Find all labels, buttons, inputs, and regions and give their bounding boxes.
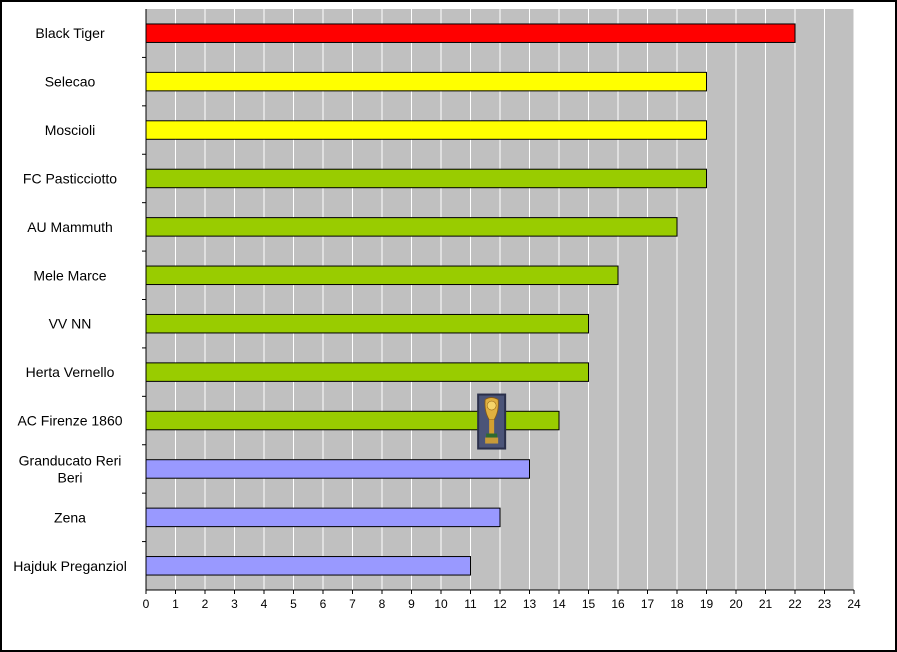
x-tick-label: 18 bbox=[670, 597, 684, 611]
bar-mele-marce bbox=[145, 265, 619, 286]
x-tick-label: 15 bbox=[582, 597, 596, 611]
bar-granducato-reri-beri bbox=[145, 459, 530, 479]
x-tick-label: 13 bbox=[523, 597, 537, 611]
x-tick-label: 8 bbox=[379, 597, 386, 611]
category-label: Granducato Reri Beri bbox=[19, 452, 122, 485]
annotations bbox=[477, 393, 507, 450]
x-tick-label: 22 bbox=[788, 597, 802, 611]
x-tick-label: 10 bbox=[434, 597, 448, 611]
x-tick-labels: 0 1 2 3 4 5 6 7 8 9 10 11 12 13 14 15 16 17 18 19 20 21 22 23 24 bbox=[143, 597, 861, 611]
x-tick-label: 17 bbox=[641, 597, 655, 611]
category-labels: Black Tiger Selecao Moscioli FC Pasticciott… bbox=[13, 25, 127, 574]
bar-black-tiger bbox=[145, 23, 796, 43]
category-label-line: Black Tiger bbox=[35, 25, 105, 41]
category-label-line: AU Mammuth bbox=[27, 219, 113, 235]
x-tick-label: 2 bbox=[202, 597, 209, 611]
category-label: Moscioli bbox=[45, 122, 96, 138]
bar-au-mammuth bbox=[145, 217, 678, 237]
axes bbox=[142, 9, 855, 594]
category-label: Selecao bbox=[45, 74, 96, 90]
bar-herta-vernello bbox=[145, 362, 589, 382]
category-label-line: Herta Vernello bbox=[26, 364, 115, 380]
bar-fc-pasticciotto bbox=[145, 168, 707, 189]
category-label-line: AC Firenze 1860 bbox=[17, 413, 122, 429]
category-label-line: Granducato Reri bbox=[19, 452, 122, 468]
x-tick-label: 12 bbox=[493, 597, 507, 611]
x-tick-label: 6 bbox=[320, 597, 327, 611]
x-tick-label: 19 bbox=[700, 597, 714, 611]
x-tick-label: 16 bbox=[611, 597, 625, 611]
category-label-line: Mele Marce bbox=[33, 267, 106, 283]
bar-moscioli bbox=[145, 120, 707, 140]
bar-vv-nn bbox=[145, 313, 589, 334]
category-label-line: FC Pasticciotto bbox=[23, 170, 117, 186]
gridlines bbox=[175, 9, 855, 590]
category-label-line: Selecao bbox=[45, 74, 96, 90]
category-label: AU Mammuth bbox=[27, 219, 113, 235]
category-label-line: Beri bbox=[58, 469, 83, 485]
category-label: Black Tiger bbox=[35, 25, 105, 41]
x-tick-label: 11 bbox=[464, 597, 477, 611]
category-label: AC Firenze 1860 bbox=[17, 413, 122, 429]
bar-selecao bbox=[145, 71, 707, 92]
category-label-line: VV NN bbox=[49, 316, 92, 332]
x-tick-label: 5 bbox=[290, 597, 297, 611]
bar-hajduk-preganziol bbox=[145, 556, 471, 576]
x-tick-label: 24 bbox=[847, 597, 861, 611]
category-label: Herta Vernello bbox=[26, 364, 115, 380]
x-tick-label: 9 bbox=[408, 597, 415, 611]
x-tick-label: 14 bbox=[552, 597, 566, 611]
category-label: Hajduk Preganziol bbox=[13, 558, 127, 574]
x-tick-label: 1 bbox=[172, 597, 179, 611]
x-tick-label: 4 bbox=[261, 597, 268, 611]
category-label: Zena bbox=[54, 509, 86, 525]
bar-zena bbox=[145, 507, 501, 528]
x-tick-label: 7 bbox=[349, 597, 356, 611]
trophy-icon bbox=[477, 393, 507, 450]
x-tick-label: 0 bbox=[143, 597, 150, 611]
category-label: FC Pasticciotto bbox=[23, 170, 117, 186]
category-label: VV NN bbox=[49, 316, 92, 332]
category-label-line: Moscioli bbox=[45, 122, 96, 138]
x-tick-label: 20 bbox=[729, 597, 743, 611]
x-tick-label: 3 bbox=[231, 597, 238, 611]
x-tick-label: 23 bbox=[818, 597, 832, 611]
category-label-line: Hajduk Preganziol bbox=[13, 558, 127, 574]
category-label: Mele Marce bbox=[33, 267, 106, 283]
x-tick-label: 21 bbox=[759, 597, 773, 611]
category-label-line: Zena bbox=[54, 509, 86, 525]
